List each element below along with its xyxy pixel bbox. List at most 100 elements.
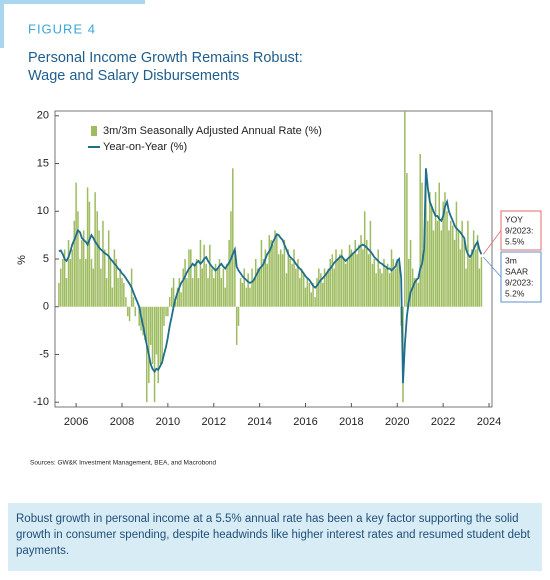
bar <box>348 244 351 307</box>
annotation-text: 3m <box>505 255 517 265</box>
bar <box>469 259 471 307</box>
bar <box>480 257 483 307</box>
bar <box>178 278 181 307</box>
bar <box>310 292 312 307</box>
x-tick-label: 2006 <box>64 416 88 428</box>
plot-area <box>58 111 483 403</box>
bar <box>81 239 83 307</box>
annotation-text: SAAR <box>505 266 528 276</box>
bar <box>388 273 391 307</box>
bar <box>438 182 440 307</box>
bar <box>467 220 469 307</box>
bar <box>316 278 318 307</box>
bar <box>446 211 448 307</box>
bar <box>327 268 330 307</box>
bar <box>82 230 85 307</box>
bar <box>362 249 364 307</box>
source: Sources: GW&K Investment Management, BEA… <box>30 460 216 467</box>
bar <box>350 249 353 307</box>
bar <box>335 249 337 307</box>
annotation-text: 5.5% <box>505 236 525 246</box>
bar <box>245 287 248 307</box>
bar <box>264 249 267 307</box>
annotation-text: 9/2023: <box>505 277 533 287</box>
bar <box>394 268 397 307</box>
bar <box>224 287 226 307</box>
annotation-leader <box>483 256 502 278</box>
bar <box>168 297 171 307</box>
bar <box>63 249 66 307</box>
bar <box>392 259 395 307</box>
bar <box>59 268 62 307</box>
bar <box>151 306 154 365</box>
bar <box>235 306 238 345</box>
bar <box>375 273 377 307</box>
y-tick-label: 20 <box>37 110 49 122</box>
bar <box>358 244 360 307</box>
bar <box>323 268 326 307</box>
bar <box>128 306 131 322</box>
bar <box>406 173 408 307</box>
bar <box>444 192 446 307</box>
y-tick-label: -5 <box>39 348 49 360</box>
bar <box>476 235 479 307</box>
bar <box>195 259 198 307</box>
y-tick-label: 10 <box>37 205 49 217</box>
bar <box>220 278 223 307</box>
bar <box>62 259 64 307</box>
bar <box>71 249 73 307</box>
bar <box>165 306 167 317</box>
bar <box>423 249 425 307</box>
bar <box>360 235 362 307</box>
bar <box>88 201 91 307</box>
bar <box>299 278 301 307</box>
bar <box>274 230 276 307</box>
bar <box>463 239 465 307</box>
bar <box>161 306 163 365</box>
bar <box>234 249 236 307</box>
bar <box>442 201 444 307</box>
bar <box>471 249 473 307</box>
bar <box>312 282 314 307</box>
bar <box>379 268 381 307</box>
bar <box>407 259 410 307</box>
bar <box>138 306 140 326</box>
bar <box>77 211 79 307</box>
bar <box>320 273 322 307</box>
y-tick-label: 0 <box>43 301 49 313</box>
bar <box>212 278 215 307</box>
annotation-box <box>500 251 542 303</box>
bar <box>163 306 165 326</box>
bar <box>331 254 334 307</box>
bar <box>289 259 291 307</box>
bar <box>113 249 116 307</box>
bar <box>385 268 387 307</box>
bar <box>266 263 268 307</box>
bar <box>211 268 213 307</box>
bar <box>369 220 372 307</box>
bar <box>84 259 87 307</box>
bar <box>203 244 205 307</box>
bar <box>344 263 347 307</box>
bar <box>111 287 114 307</box>
bar <box>329 259 332 307</box>
bar <box>390 249 393 307</box>
bar <box>377 249 379 307</box>
bar <box>228 239 230 307</box>
bar <box>386 263 389 307</box>
bar <box>343 259 345 307</box>
bar <box>257 268 259 307</box>
bar <box>465 268 467 307</box>
bar <box>453 239 456 307</box>
bar <box>100 268 102 307</box>
bar <box>117 278 119 307</box>
bar <box>167 306 169 317</box>
bar <box>365 239 368 307</box>
bar <box>417 282 420 307</box>
bar <box>457 230 460 307</box>
bar <box>381 273 383 307</box>
x-tick-label: 2022 <box>431 416 455 428</box>
bar <box>415 278 418 307</box>
bar <box>440 230 443 307</box>
